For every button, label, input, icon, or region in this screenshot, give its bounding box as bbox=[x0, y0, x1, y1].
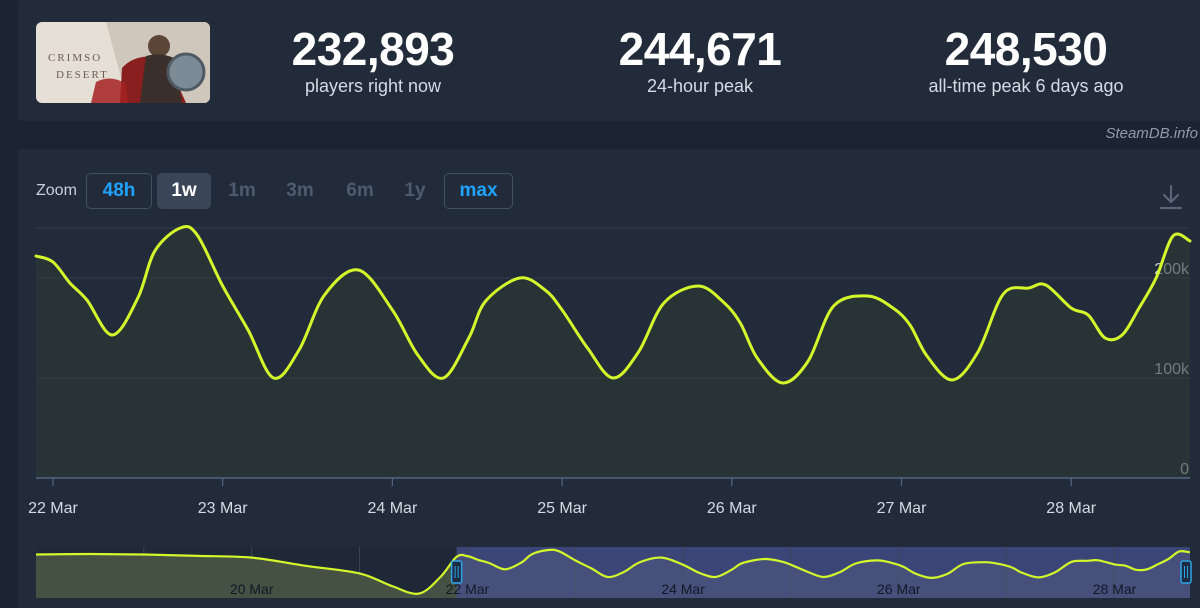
stat-all-time-peak: 248,530 all-time peak 6 days ago bbox=[876, 24, 1176, 98]
navigator-handle-left[interactable] bbox=[450, 560, 463, 584]
navigator-area-left bbox=[36, 554, 457, 598]
navigator-selection[interactable] bbox=[456, 547, 1190, 598]
current-players-value: 232,893 bbox=[291, 23, 455, 75]
x-axis-labels: 22 Mar 23 Mar 24 Mar 25 Mar 26 Mar 27 Mar 28 M… bbox=[28, 478, 1097, 517]
current-players-label: players right now bbox=[304, 76, 442, 96]
all-time-peak-value: 248,530 bbox=[944, 23, 1108, 75]
zoom-48h-button[interactable]: 48h bbox=[86, 173, 152, 209]
svg-text:DESERT: DESERT bbox=[56, 69, 109, 81]
game-thumbnail[interactable]: CRIMSO DESERT bbox=[36, 22, 210, 103]
x-tick-label: 25 Mar bbox=[537, 500, 587, 517]
zoom-1w-button[interactable]: 1w bbox=[157, 173, 211, 209]
time-navigator: 20 Mar 22 Mar 24 Mar 26 Mar 28 Mar bbox=[35, 547, 1192, 598]
x-tick-label: 24 Mar bbox=[367, 500, 417, 517]
zoom-1y-button[interactable]: 1y bbox=[404, 180, 426, 201]
stat-current-players: 232,893 players right now bbox=[223, 24, 523, 98]
navigator-label: 20 Mar bbox=[230, 581, 274, 597]
stats-card bbox=[18, 0, 1200, 121]
zoom-1m-button[interactable]: 1m bbox=[228, 180, 256, 201]
game-thumbnail-art: CRIMSO DESERT bbox=[36, 22, 210, 103]
navigator-label: 28 Mar bbox=[1093, 581, 1137, 597]
zoom-label: Zoom bbox=[36, 182, 77, 199]
peak-24h-label: 24-hour peak bbox=[646, 76, 754, 96]
source-credit[interactable]: SteamDB.info bbox=[1105, 125, 1198, 142]
peak-24h-value: 244,671 bbox=[618, 23, 782, 75]
navigator-label: 26 Mar bbox=[877, 581, 921, 597]
series-area bbox=[36, 226, 1190, 478]
navigator-handle-right[interactable] bbox=[1180, 560, 1192, 584]
zoom-3m-button[interactable]: 3m bbox=[286, 180, 314, 201]
svg-text:CRIMSO: CRIMSO bbox=[48, 52, 102, 64]
all-time-peak-label: all-time peak 6 days ago bbox=[928, 76, 1124, 96]
x-tick-label: 23 Mar bbox=[198, 500, 248, 517]
series-line bbox=[34, 224, 1192, 385]
zoom-max-button[interactable]: max bbox=[444, 173, 513, 209]
download-icon[interactable] bbox=[1158, 183, 1184, 211]
navigator-line bbox=[35, 548, 1191, 595]
navigator-label: 24 Mar bbox=[661, 581, 705, 597]
navigator-area bbox=[36, 549, 1190, 598]
x-tick-label: 22 Mar bbox=[28, 500, 78, 517]
x-tick-label: 28 Mar bbox=[1046, 500, 1096, 517]
zoom-6m-button[interactable]: 6m bbox=[346, 180, 374, 201]
x-tick-label: 26 Mar bbox=[707, 500, 757, 517]
stat-24h-peak: 244,671 24-hour peak bbox=[550, 24, 850, 98]
navigator-label: 22 Mar bbox=[446, 581, 490, 597]
x-tick-label: 27 Mar bbox=[877, 500, 927, 517]
